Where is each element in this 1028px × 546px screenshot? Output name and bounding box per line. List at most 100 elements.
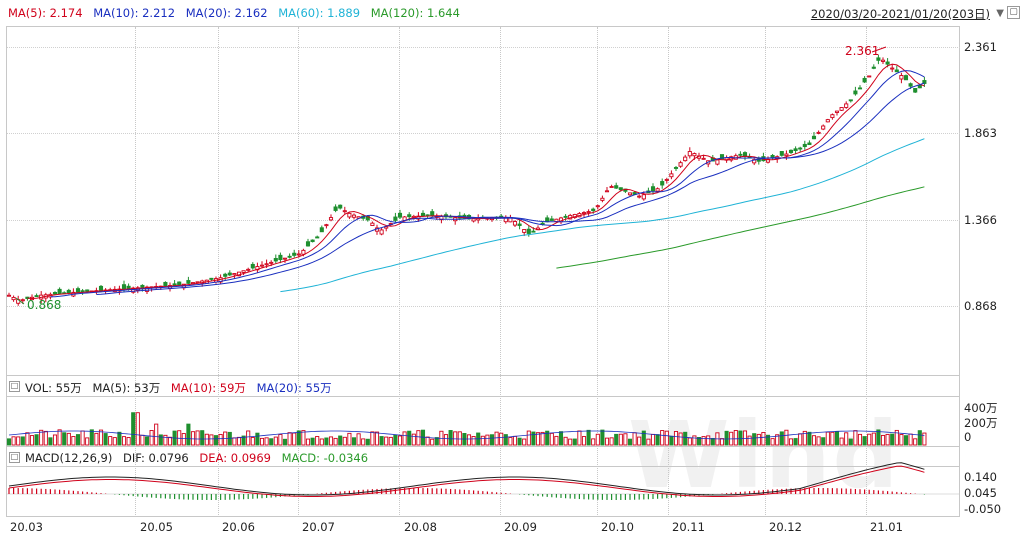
candle-body bbox=[209, 277, 214, 280]
volume-bar bbox=[269, 438, 274, 446]
dea-line bbox=[8, 465, 925, 497]
volume-bar bbox=[871, 432, 876, 446]
volume-bar bbox=[273, 436, 278, 446]
candle-body bbox=[669, 173, 674, 178]
ma10-line bbox=[50, 70, 925, 298]
candle-body bbox=[784, 153, 789, 157]
volume-bar bbox=[512, 435, 518, 446]
ma10-label: MA(10): 2.212 bbox=[93, 6, 176, 20]
x-tick: 20.03 bbox=[10, 520, 43, 534]
candle-body bbox=[894, 69, 899, 73]
volume-bar bbox=[779, 431, 784, 446]
volume-ma-line bbox=[8, 430, 925, 440]
candle-body bbox=[738, 153, 743, 156]
candle-body bbox=[471, 218, 476, 222]
volume-collapse-button[interactable]: □ bbox=[9, 381, 20, 392]
volume-bar bbox=[466, 434, 472, 446]
candle-body bbox=[917, 84, 922, 89]
volume-y-tick: 200万 bbox=[964, 416, 998, 430]
candle-body bbox=[57, 288, 62, 294]
candle-body bbox=[839, 107, 844, 111]
vol-label: VOL: 55万 bbox=[25, 381, 82, 395]
macd-collapse-button[interactable]: □ bbox=[9, 452, 20, 463]
volume-bar bbox=[788, 438, 794, 446]
volume-bar bbox=[338, 435, 343, 446]
volume-bar bbox=[908, 433, 913, 446]
volume-bar bbox=[434, 437, 439, 446]
volume-bar bbox=[48, 437, 53, 446]
volume-bar bbox=[236, 436, 242, 446]
candle-body bbox=[627, 192, 633, 196]
candle-body bbox=[393, 216, 398, 221]
volume-bar bbox=[508, 437, 513, 446]
volume-bar bbox=[140, 434, 145, 446]
volume-bar bbox=[20, 436, 25, 446]
candle-body bbox=[876, 57, 881, 61]
volume-bar bbox=[75, 434, 81, 446]
candle-body bbox=[701, 157, 706, 160]
volume-bar bbox=[218, 433, 223, 446]
x-tick: 21.01 bbox=[870, 520, 903, 534]
volume-header-separator bbox=[6, 396, 960, 397]
dropdown-arrow-icon[interactable]: ▼ bbox=[996, 8, 1004, 19]
volume-bar bbox=[632, 432, 637, 446]
volume-bar bbox=[305, 438, 311, 446]
price-y-tick: 1.366 bbox=[964, 213, 997, 227]
volume-y-tick: 400万 bbox=[964, 401, 998, 415]
volume-bar bbox=[655, 434, 660, 446]
volume-bar bbox=[857, 433, 863, 446]
candle-body bbox=[232, 273, 237, 276]
vol-ma10-label: MA(10): 59万 bbox=[170, 381, 246, 395]
volume-bar bbox=[52, 434, 58, 446]
volume-bar bbox=[853, 430, 858, 446]
volume-bar bbox=[195, 430, 200, 446]
candle-body bbox=[195, 281, 200, 284]
candle-body bbox=[264, 263, 269, 266]
price-y-tick: 0.868 bbox=[964, 299, 997, 313]
candle-body bbox=[821, 125, 826, 130]
candle-body bbox=[328, 217, 334, 221]
candle-body bbox=[899, 75, 904, 80]
panel-toggle-icon[interactable]: ▢ bbox=[1007, 6, 1020, 19]
volume-bar bbox=[586, 429, 591, 446]
volume-bar bbox=[200, 430, 205, 446]
volume-bar bbox=[167, 436, 173, 446]
candle-body bbox=[163, 281, 168, 287]
candle-body bbox=[278, 254, 283, 261]
volume-bar bbox=[710, 438, 715, 446]
grid-line bbox=[135, 27, 137, 517]
volume-bar bbox=[558, 431, 564, 446]
chart-frame bbox=[6, 26, 960, 517]
candle-body bbox=[144, 286, 150, 292]
volume-bar bbox=[609, 437, 614, 446]
volume-bar bbox=[623, 433, 628, 446]
candle-body bbox=[52, 292, 58, 295]
grid-line bbox=[7, 220, 960, 221]
candle-body bbox=[227, 272, 232, 276]
candle-body bbox=[853, 90, 858, 95]
candle-body bbox=[641, 194, 646, 200]
candle-body bbox=[908, 83, 913, 87]
volume-bar bbox=[830, 431, 835, 446]
ma60-label: MA(60): 1.889 bbox=[278, 6, 361, 20]
date-range-selector[interactable]: 2020/03/20-2021/01/20(203日) bbox=[810, 7, 990, 21]
candle-body bbox=[655, 188, 660, 192]
volume-bar bbox=[287, 432, 292, 446]
volume-bar bbox=[499, 432, 504, 446]
volume-bar bbox=[144, 436, 150, 446]
candle-body bbox=[563, 215, 568, 218]
candle-body bbox=[554, 218, 559, 222]
volume-bar bbox=[365, 438, 370, 446]
candle-body bbox=[98, 285, 104, 291]
volume-bar bbox=[480, 435, 485, 446]
macd-value-label: MACD: -0.0346 bbox=[281, 451, 369, 465]
candle-body bbox=[397, 212, 403, 218]
volume-bar bbox=[379, 436, 384, 446]
candle-body bbox=[287, 255, 292, 258]
ma60-line bbox=[280, 138, 925, 293]
candle-body bbox=[600, 197, 605, 201]
x-tick: 20.08 bbox=[404, 520, 437, 534]
volume-bar bbox=[756, 433, 761, 446]
candle-body bbox=[834, 110, 840, 113]
